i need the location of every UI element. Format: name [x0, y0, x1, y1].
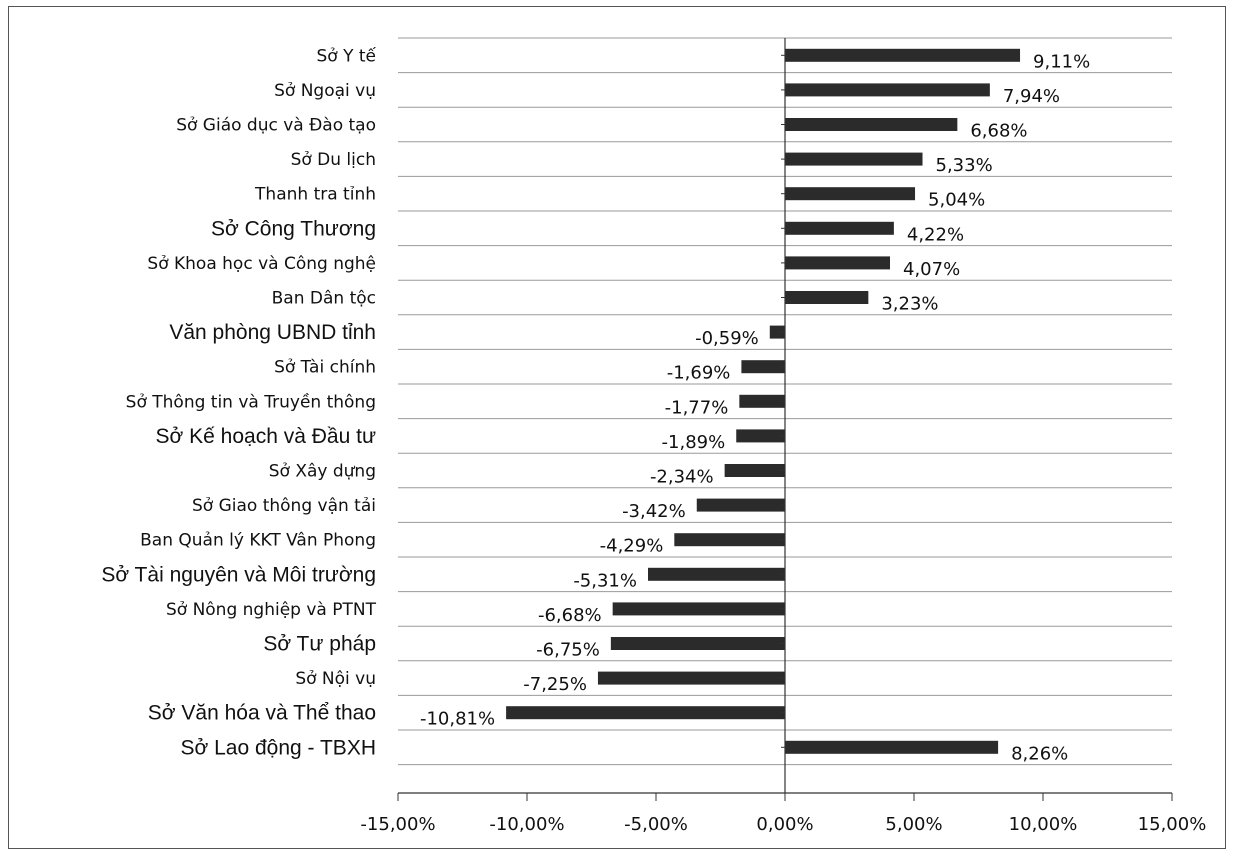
category-label: Sở Khoa học và Công nghệ: [147, 254, 376, 274]
category-label: Sở Xây dựng: [269, 462, 376, 482]
bar: [674, 533, 785, 547]
bar: [741, 360, 785, 374]
bar: [769, 325, 785, 339]
x-tick-label: 15,00%: [1138, 814, 1207, 835]
x-tick-label: 0,00%: [756, 814, 813, 835]
category-label: Sở Ngoại vụ: [274, 81, 376, 101]
bar: [785, 48, 1021, 62]
data-label: 6,68%: [970, 121, 1027, 142]
data-label: 5,04%: [928, 190, 985, 211]
x-tick-label: -15,00%: [360, 814, 435, 835]
x-tick-label: -10,00%: [489, 814, 564, 835]
bar: [785, 118, 958, 131]
data-label: 3,23%: [881, 294, 938, 315]
bar: [785, 221, 894, 235]
data-label: -0,59%: [695, 328, 759, 349]
value-labels: 9,11% 7,94% 6,68% 5,33% 5,04% 4,22% 4,07% 3,23%…: [420, 51, 1090, 764]
category-label: Ban Quản lý KKT Vân Phong: [140, 531, 376, 551]
x-tick-label: 10,00%: [1009, 814, 1078, 835]
data-label: 4,07%: [903, 259, 960, 280]
data-label: -5,31%: [573, 570, 637, 591]
bar: [785, 187, 916, 201]
data-label: -1,69%: [667, 363, 731, 384]
data-label: 5,33%: [936, 155, 993, 176]
data-label: -2,34%: [650, 467, 714, 488]
category-label: Văn phòng UBND tỉnh: [169, 321, 376, 344]
data-label: -1,89%: [662, 432, 726, 453]
data-label: -3,42%: [622, 501, 686, 522]
bar: [785, 83, 990, 97]
category-label: Sở Tư pháp: [263, 633, 376, 656]
bar: [785, 152, 923, 166]
bar: [597, 671, 785, 685]
bar: [736, 429, 785, 443]
category-label: Sở Du lịch: [291, 150, 376, 170]
data-label: -6,75%: [536, 640, 600, 661]
category-label: Ban Dân tộc: [272, 289, 376, 309]
bar: [785, 740, 999, 754]
bars: [506, 48, 1021, 754]
category-label: Sở Giáo dục và Đào tạo: [176, 116, 376, 136]
category-label: Sở Nội vụ: [295, 669, 376, 689]
data-label: -1,77%: [665, 397, 729, 418]
data-label: 9,11%: [1033, 51, 1090, 72]
bar: [612, 602, 785, 616]
data-label: -4,29%: [600, 536, 664, 557]
category-label: Sở Thông tin và Truyền thông: [126, 391, 376, 412]
data-label: -10,81%: [420, 709, 495, 730]
category-label: Sở Tài chính: [274, 358, 376, 378]
category-label: Sở Công Thương: [211, 217, 376, 240]
data-label: -6,68%: [538, 605, 602, 626]
category-label: Thanh tra tỉnh: [254, 185, 376, 205]
bar: [739, 394, 785, 408]
bar: [696, 498, 785, 512]
data-label: 7,94%: [1003, 86, 1060, 107]
x-axis: -15,00% -10,00% -5,00% 0,00% 5,00% 10,00% 15,0…: [360, 38, 1206, 835]
bar: [785, 291, 869, 304]
bar: [506, 706, 785, 720]
x-tick-label: -5,00%: [624, 814, 688, 835]
data-label: 4,22%: [907, 224, 964, 245]
category-label: Sở Lao động - TBXH: [181, 736, 377, 759]
data-label: 8,26%: [1011, 743, 1068, 764]
category-label: Sở Văn hóa và Thể thao: [148, 702, 376, 725]
category-label: Sở Nông nghiệp và PTNT: [166, 600, 377, 620]
data-label: -7,25%: [523, 674, 587, 695]
category-label: Sở Kế hoạch và Đầu tư: [156, 425, 376, 448]
category-label: Sở Tài nguyên và Môi trường: [101, 563, 376, 586]
category-label: Sở Y tế: [316, 45, 376, 66]
bar: [610, 637, 785, 650]
bar: [648, 567, 785, 581]
bar: [785, 256, 891, 270]
category-labels: Sở Y tế Sở Ngoại vụ Sở Giáo dục và Đào tạo…: [101, 45, 376, 759]
category-label: Sở Giao thông vận tải: [192, 496, 376, 516]
bar: [724, 464, 785, 477]
x-tick-label: 5,00%: [885, 814, 942, 835]
